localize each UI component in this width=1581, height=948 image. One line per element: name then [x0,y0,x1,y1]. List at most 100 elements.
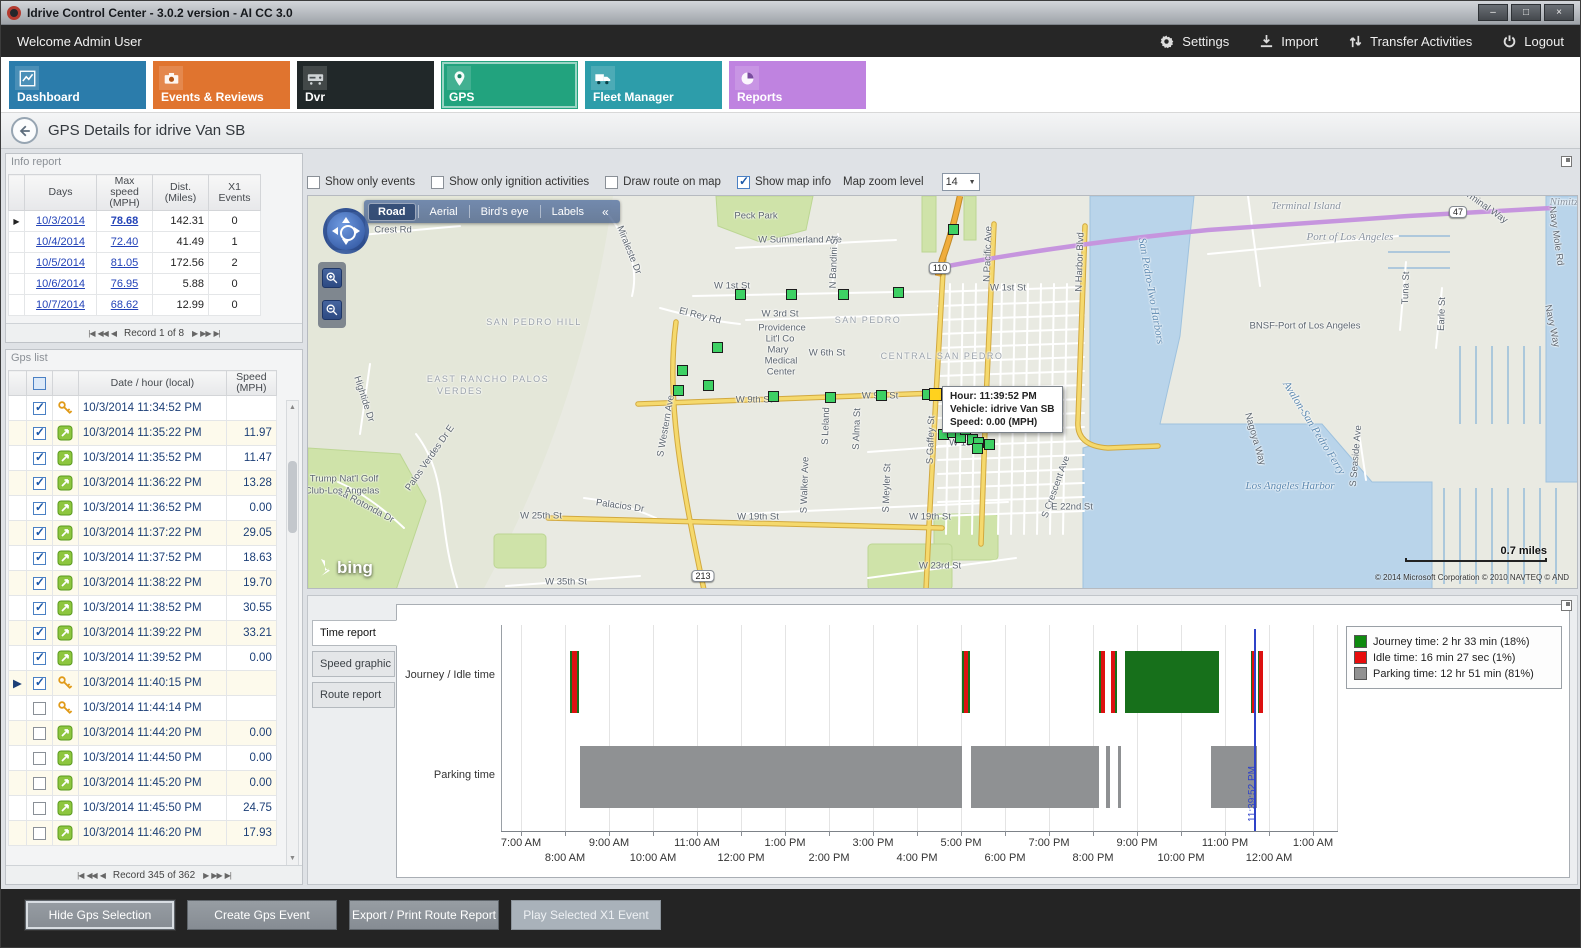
route-point-marker[interactable] [948,224,959,235]
gps-checkbox-cell[interactable] [25,570,53,596]
gps-row[interactable]: 10/3/2014 11:44:20 PM 0.00 [8,720,277,746]
gps-list-scrollbar[interactable]: ▲ ▼ [286,400,299,866]
toolbar-button-export-print-route-report[interactable]: Export / Print Route Report [349,900,499,930]
map-option-show-map-info[interactable]: Show map info [736,174,831,189]
toolbar-button-create-gps-event[interactable]: Create Gps Event [187,900,337,930]
gps-checkbox-cell[interactable] [25,745,53,771]
table-row[interactable]: 10/5/2014 81.05 172.56 2 [8,252,261,274]
close-button[interactable]: × [1544,4,1574,21]
map-option-checkbox[interactable] [736,174,750,189]
topbar-action-import[interactable]: Import [1259,34,1318,49]
gps-row[interactable]: 10/3/2014 11:44:50 PM 0.00 [8,745,277,771]
select-all-checkbox-icon[interactable] [32,376,46,390]
gps-row-checkbox[interactable] [32,675,46,690]
map-canvas[interactable]: Crest Rd Peck Park W Summerland Ave Mirales… [307,195,1578,589]
gps-checkbox-cell[interactable] [25,770,53,796]
toolbar-button-play-selected-x1-event[interactable]: Play Selected X1 Event [511,900,661,930]
nav-tab-reports[interactable]: Reports [729,61,866,109]
info-maxspeed-link[interactable]: 72.40 [96,231,153,253]
table-row[interactable]: 10/7/2014 68.62 12.99 0 [8,294,261,316]
gps-row[interactable]: 10/3/2014 11:44:14 PM [8,695,277,721]
map-option-checkbox[interactable] [431,175,445,189]
expand-map-panel-icon[interactable] [1561,156,1572,167]
map-option-checkbox[interactable] [605,175,619,189]
gps-row[interactable]: 10/3/2014 11:46:20 PM 17.93 [8,820,277,846]
route-point-marker[interactable] [735,289,746,300]
route-point-marker[interactable] [677,365,688,376]
report-tab-route-report[interactable]: Route report [312,682,395,708]
pan-north-icon[interactable] [342,213,350,223]
route-point-marker[interactable] [825,392,836,403]
maximize-button[interactable]: □ [1511,4,1541,21]
minimize-button[interactable]: – [1478,4,1508,21]
gps-row-checkbox[interactable] [32,425,46,440]
gps-row-checkbox[interactable] [32,500,46,515]
route-point-marker[interactable] [673,385,684,396]
gps-checkbox-cell[interactable] [25,795,53,821]
gps-checkbox-cell[interactable] [25,695,53,721]
gps-row-checkbox[interactable] [32,550,46,565]
gps-row[interactable]: 10/3/2014 11:39:52 PM0.00 [8,645,277,671]
gps-checkbox-cell[interactable] [25,595,53,621]
pager-prev-icon[interactable]: ◀ [110,328,117,338]
info-days-link[interactable]: 10/5/2014 [24,252,97,274]
info-maxspeed-link[interactable]: 81.05 [96,252,153,274]
nav-tab-gps[interactable]: GPS [441,61,578,109]
nav-tab-dvr[interactable]: Dvr [297,61,434,109]
gps-row-checkbox[interactable] [32,801,46,815]
gps-row[interactable]: 10/3/2014 11:45:50 PM 24.75 [8,795,277,821]
gps-row-checkbox[interactable] [32,600,46,615]
zoom-out-button[interactable] [322,300,342,320]
info-days-link[interactable]: 10/6/2014 [24,273,97,295]
scroll-up-icon[interactable]: ▲ [289,404,296,411]
gps-row-checkbox[interactable] [32,575,46,590]
route-point-marker[interactable] [703,380,714,391]
route-point-marker[interactable] [786,289,797,300]
map-option-checkbox[interactable] [307,175,320,189]
expand-chart-panel-icon[interactable] [1561,600,1572,611]
nav-tab-dashboard[interactable]: Dashboard [9,61,146,109]
map-view-tab-labels[interactable]: Labels [551,205,584,218]
pager-next-icon[interactable]: ▶▶ [211,870,222,880]
pager-prev-icon[interactable]: ◀ [99,870,106,880]
selected-route-point-marker[interactable] [929,388,942,401]
map-zoom-select[interactable]: 14 ▼ [941,173,980,191]
topbar-action-power[interactable]: Logout [1502,34,1564,49]
info-maxspeed-link[interactable]: 76.95 [96,273,153,295]
map-view-tab-aerial[interactable]: Aerial [429,205,458,218]
pager-next-icon[interactable]: ▶ [192,328,198,338]
route-point-marker[interactable] [838,289,849,300]
pager-next-icon[interactable]: ▶| [213,328,220,338]
gps-checkbox-cell[interactable] [25,720,53,746]
gps-col-select-all[interactable] [25,370,53,396]
gps-checkbox-cell[interactable] [25,645,53,671]
info-maxspeed-link[interactable]: 78.68 [96,210,153,232]
pager-next-icon[interactable]: ▶▶ [200,328,211,338]
info-days-link[interactable]: 10/7/2014 [24,294,97,316]
back-button[interactable] [11,117,38,144]
gps-row-checkbox[interactable] [32,751,46,765]
report-tab-time-report[interactable]: Time report [312,620,397,646]
topbar-action-transfer[interactable]: Transfer Activities [1348,34,1472,49]
route-point-marker[interactable] [876,390,887,401]
route-point-marker[interactable] [984,439,995,450]
info-days-link[interactable]: 10/3/2014 [24,210,97,232]
route-point-marker[interactable] [972,443,983,454]
pager-prev-icon[interactable]: |◀ [77,870,84,880]
map-option-draw-route-on-map[interactable]: Draw route on map [605,175,721,189]
topbar-action-gear[interactable]: Settings [1158,33,1229,50]
map-option-show-only-events[interactable]: Show only events [307,175,415,189]
gps-checkbox-cell[interactable] [25,520,53,546]
gps-checkbox-cell[interactable] [25,395,53,421]
gps-checkbox-cell[interactable] [25,445,53,471]
collapse-viewbar-button[interactable]: « [602,204,609,219]
nav-tab-events-reviews[interactable]: Events & Reviews [153,61,290,109]
map-compass-control[interactable] [323,208,369,254]
